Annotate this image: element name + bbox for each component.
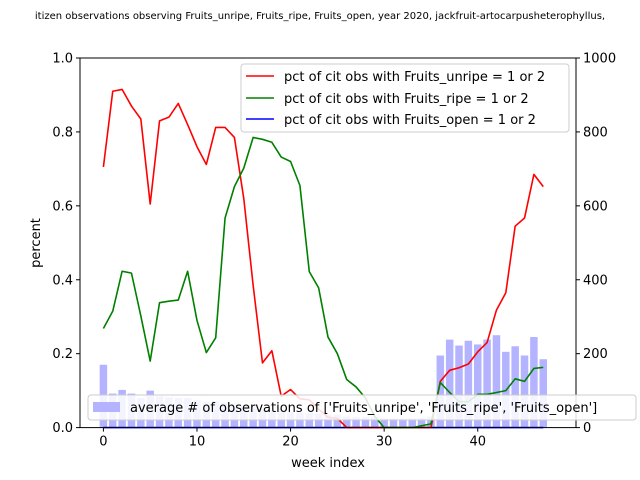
plot-frame <box>79 57 577 429</box>
bar-week-33 <box>408 418 416 428</box>
chart-title: itizen observations observing Fruits_unr… <box>35 11 605 22</box>
legend-entry-ripe: pct of cit obs with Fruits_ripe = 1 or 2 <box>284 92 529 107</box>
bar-week-31 <box>389 418 398 428</box>
y-tick-label-2: 0.4 <box>52 273 73 288</box>
bar-week-29 <box>371 417 379 428</box>
y-tick-label-0: 0.0 <box>52 421 73 436</box>
legend-bars-swatch <box>93 402 120 412</box>
bar-week-39 <box>464 340 473 428</box>
y-axis-label: percent <box>29 218 44 268</box>
bar-week-46 <box>530 337 538 428</box>
y2-tick-label-200: 200 <box>583 347 608 362</box>
x-tick-label-40: 40 <box>469 435 486 450</box>
bar-week-36 <box>436 355 445 428</box>
y-tick-label-5: 1.0 <box>52 52 73 67</box>
x-tick-label-10: 10 <box>189 435 206 450</box>
y2-tick-label-600: 600 <box>583 199 608 214</box>
bar-week-24 <box>324 414 332 428</box>
legend: pct of cit obs with Fruits_unripe = 1 or… <box>240 63 570 133</box>
legend-entry-bars: average # of observations of ['Fruits_un… <box>130 401 597 416</box>
bar-week-23 <box>314 413 323 428</box>
legend-bars-box <box>87 394 637 421</box>
bar-week-26 <box>342 416 351 428</box>
legend-box <box>240 63 570 133</box>
legend-bars: average # of observations of ['Fruits_un… <box>87 394 637 421</box>
y2-tick-label-0: 0 <box>583 421 591 436</box>
x-axis-label: week index <box>291 456 365 471</box>
bar-week-38 <box>455 345 463 428</box>
x-tick-label-0: 0 <box>99 435 107 450</box>
y-tick-label-3: 0.6 <box>52 199 73 214</box>
y2-tick-label-800: 800 <box>583 125 608 140</box>
bar-week-34 <box>417 417 426 428</box>
bar-week-28 <box>361 417 370 428</box>
bar-week-44 <box>511 346 519 428</box>
y-axis-ticks: 0.0 0.2 0.4 0.6 0.8 1.0 <box>52 52 80 436</box>
bar-week-37 <box>445 339 454 428</box>
y-tick-label-1: 0.2 <box>52 347 73 362</box>
bar-week-41 <box>483 339 491 428</box>
y2-tick-label-1000: 1000 <box>583 52 616 67</box>
y2-tick-label-400: 400 <box>583 273 608 288</box>
bar-week-25 <box>333 414 342 428</box>
x-axis-ticks: 0 10 20 30 40 <box>99 427 486 450</box>
bar-week-32 <box>399 418 407 428</box>
legend-entry-open: pct of cit obs with Fruits_open = 1 or 2 <box>284 113 536 128</box>
legend-entry-unripe: pct of cit obs with Fruits_unripe = 1 or… <box>284 70 545 85</box>
bar-week-27 <box>352 417 360 428</box>
bar-week-40 <box>473 344 482 428</box>
bar-week-30 <box>380 418 388 428</box>
y2-axis-ticks: 0 200 400 600 800 1000 <box>576 52 616 436</box>
y-tick-label-4: 0.8 <box>52 125 73 140</box>
x-tick-label-30: 30 <box>376 435 393 450</box>
bar-week-45 <box>520 355 529 428</box>
bar-week-47 <box>539 359 547 428</box>
x-tick-label-20: 20 <box>282 435 299 450</box>
bar-week-42 <box>492 335 501 428</box>
